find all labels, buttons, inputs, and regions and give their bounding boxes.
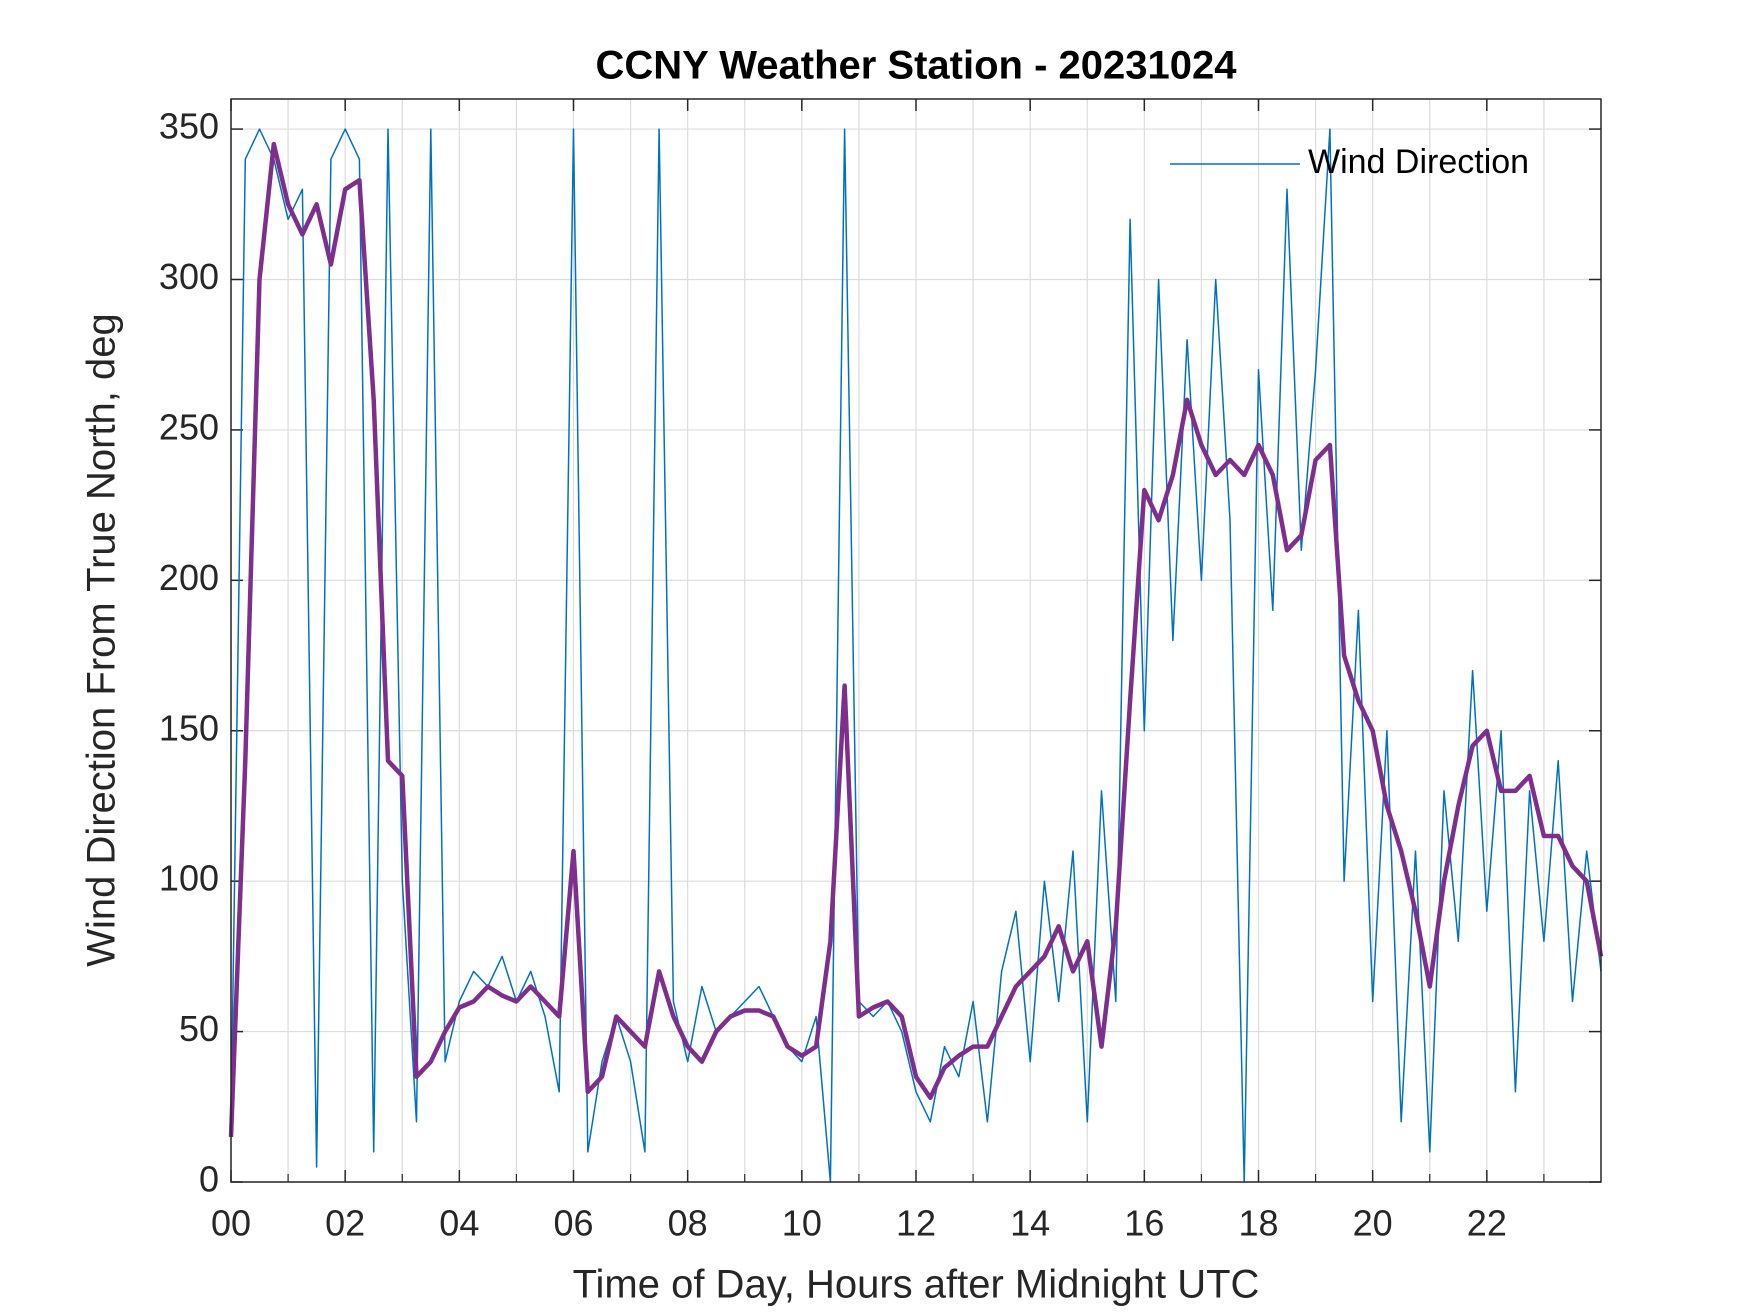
y-tick-label: 250 — [159, 406, 219, 447]
legend-label: Wind Direction — [1308, 143, 1529, 181]
grid — [230, 99, 1601, 1183]
x-tick-label: 16 — [1124, 1203, 1164, 1244]
y-tick-label: 0 — [199, 1159, 219, 1200]
x-tick-label: 20 — [1353, 1203, 1393, 1244]
y-tick-label: 300 — [159, 256, 219, 297]
x-tick-label: 22 — [1467, 1203, 1507, 1244]
x-tick-label: 12 — [896, 1203, 936, 1244]
x-tick-label: 10 — [782, 1203, 822, 1244]
y-axis-label: Wind Direction From True North, deg — [80, 313, 124, 967]
x-tick-label: 04 — [439, 1203, 479, 1244]
x-tick-label: 02 — [325, 1203, 365, 1244]
x-tick-label: 00 — [211, 1203, 251, 1244]
x-tick-label: 14 — [1010, 1203, 1050, 1244]
series-line — [230, 128, 1602, 1183]
axes-box — [230, 98, 1602, 1183]
x-tick-label: 18 — [1238, 1203, 1278, 1244]
x-tick-label: 06 — [553, 1203, 593, 1244]
y-tick-label: 50 — [179, 1008, 219, 1049]
y-tick-label: 200 — [159, 557, 219, 598]
x-axis-label: Time of Day, Hours after Midnight UTC — [573, 1263, 1260, 1307]
series-line — [228, 141, 1604, 1137]
x-tick-label: 08 — [668, 1203, 708, 1244]
y-tick-label: 100 — [159, 858, 219, 899]
y-tick-label: 150 — [159, 707, 219, 748]
y-tick-label: 350 — [159, 106, 219, 147]
chart-title: CCNY Weather Station - 20231024 — [596, 44, 1238, 88]
